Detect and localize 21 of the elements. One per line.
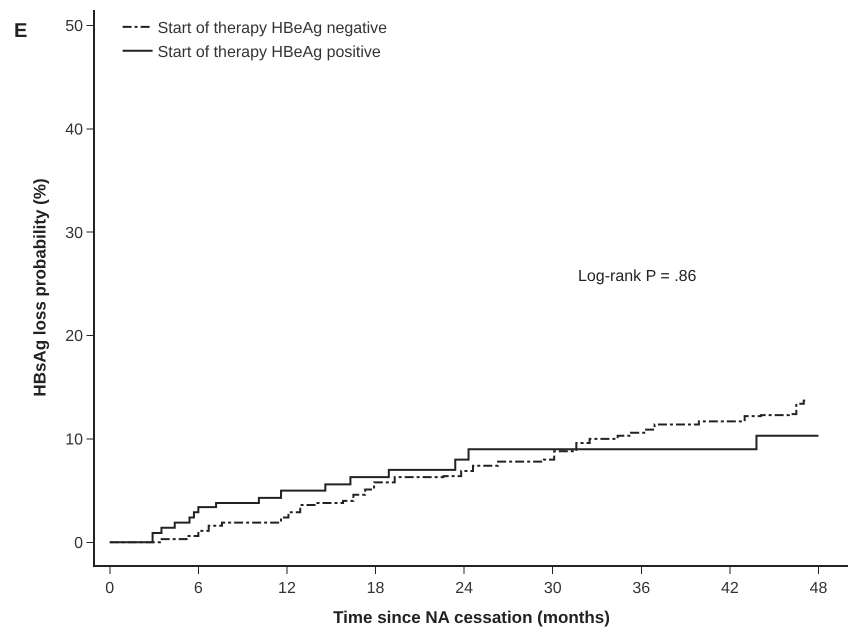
x-tick-label: 48 <box>810 580 828 597</box>
x-tick-label: 42 <box>720 580 739 597</box>
text: E <box>14 20 28 42</box>
x-tick-label: 18 <box>366 580 385 597</box>
y-tick-label: 20 <box>65 328 84 346</box>
annotation: Log-rank P = .86 <box>578 268 697 285</box>
legend-label: Start of therapy HBeAg positive <box>158 44 381 61</box>
y-tick-label: 50 <box>65 18 84 36</box>
legend-label: Start of therapy HBeAg negative <box>158 20 388 38</box>
x-tick-label: 0 <box>105 580 114 597</box>
y-tick-label: 10 <box>65 432 84 449</box>
y-tick-label: 0 <box>74 534 84 552</box>
x-tick-label: 30 <box>544 580 562 597</box>
x-tick-label: 24 <box>455 580 474 597</box>
x-tick-label: 6 <box>194 580 203 597</box>
y-axis-title: HBsAg loss probability (%) <box>30 178 50 397</box>
x-tick-label: 12 <box>278 580 296 597</box>
x-axis-title: Time since NA cessation (months) <box>333 608 610 627</box>
x-tick-label: 36 <box>632 580 650 597</box>
y-tick-label: 30 <box>65 224 84 242</box>
y-tick-label: 40 <box>65 121 84 138</box>
